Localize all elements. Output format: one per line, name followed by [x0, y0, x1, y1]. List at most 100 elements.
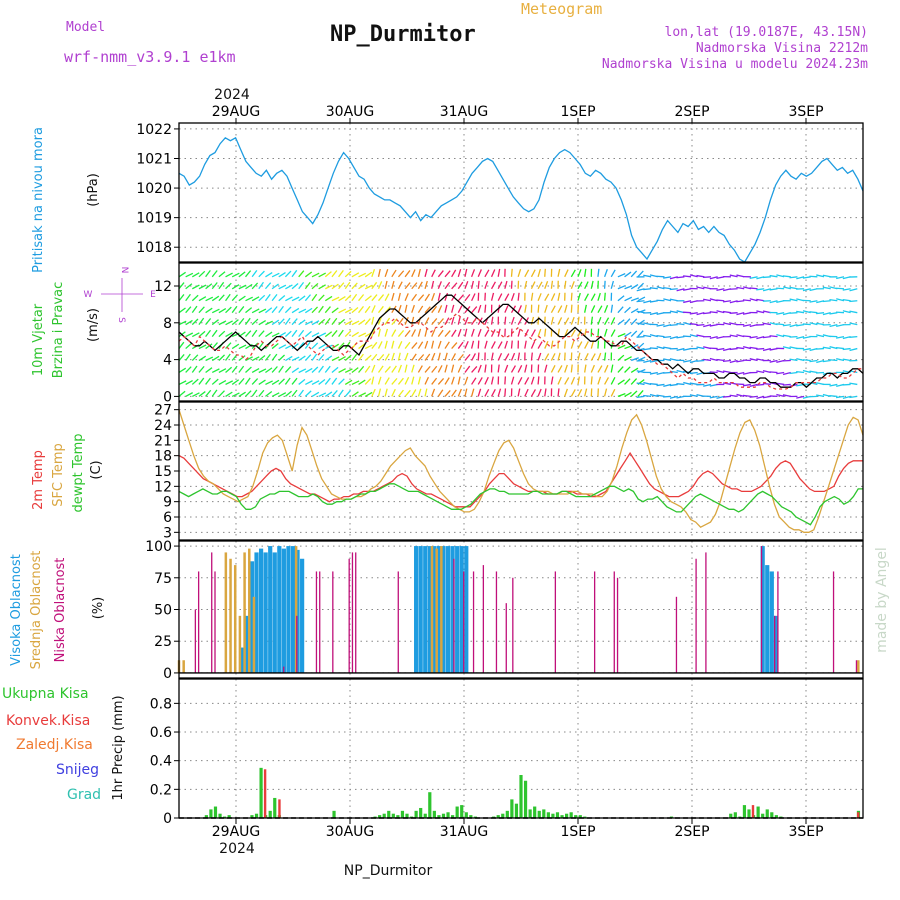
wind-vector: [391, 292, 395, 301]
wind-vector: [298, 270, 305, 278]
cloud-axis-title-a: Visoka Oblacnost: [9, 554, 24, 666]
wind-vector: [709, 276, 718, 280]
wind-vector: [490, 376, 494, 385]
wind-vector: [364, 378, 372, 385]
wind-vector: [185, 319, 193, 326]
wind-vector: [550, 376, 554, 385]
wind-vector: [457, 316, 461, 325]
wind-vector: [318, 272, 327, 278]
wind-vector: [278, 354, 285, 361]
wind-vector: [371, 281, 378, 290]
wind-vector: [610, 364, 614, 373]
wind-vector: [510, 316, 515, 325]
cloud-series-1-bar: [233, 565, 237, 673]
ytick-label-wind-0: 0: [163, 389, 172, 405]
temperature-series-2-line: [178, 483, 863, 526]
wind-vector: [497, 388, 502, 397]
wind-vector: [742, 383, 752, 387]
wind-vector: [617, 344, 626, 350]
wind-vector: [470, 269, 476, 278]
cloud-series-2-bar: [283, 666, 285, 673]
compass-e: E: [150, 290, 156, 300]
wind-vector: [716, 369, 725, 374]
wind-vector: [185, 392, 194, 397]
wind-vector: [358, 332, 367, 338]
wind-vector: [185, 379, 193, 386]
precip-series-0-bar: [473, 816, 477, 818]
wind-vector: [842, 288, 851, 291]
cloud-series-2-bar: [211, 552, 213, 673]
wind-vector: [244, 317, 251, 326]
wind-vector: [457, 388, 462, 397]
wind-vector: [517, 377, 523, 385]
wind-vector: [351, 331, 359, 338]
wind-vector: [822, 346, 831, 350]
wind-vector: [244, 377, 251, 385]
wind-vector: [397, 317, 404, 326]
wind-vector: [464, 316, 469, 325]
wind-vector: [311, 320, 320, 326]
wind-vector: [344, 379, 353, 385]
wind-vector: [756, 310, 765, 314]
wind-vector: [663, 276, 672, 279]
cloud-series-2-bar: [472, 571, 475, 673]
wind-vector: [796, 395, 805, 399]
wind-vector: [849, 382, 858, 386]
wind-vector: [311, 353, 318, 361]
wind-vector: [637, 296, 646, 302]
wind-vector: [338, 329, 344, 337]
cloud-series-0-bar: [414, 546, 419, 673]
wind-vector: [331, 390, 338, 397]
wind-vector: [311, 380, 320, 386]
precip-series-0-bar: [391, 813, 395, 818]
wind-vector: [271, 283, 279, 290]
cloud-series-1-bar: [248, 548, 251, 673]
cloud-series-0-bar: [427, 546, 432, 673]
wind-series-1-line: [178, 312, 863, 390]
wind-vector: [683, 335, 692, 338]
precip-series-0-bar: [382, 813, 386, 818]
wind-vector: [344, 389, 352, 397]
wind-vector: [291, 269, 298, 278]
wind-vector: [451, 304, 455, 313]
wind-vector: [676, 383, 685, 386]
wind-vector: [624, 366, 631, 373]
wind-vector: [577, 269, 582, 278]
wind-vector: [630, 390, 638, 397]
wind-vector: [835, 395, 845, 399]
ytick-label-pressure-2: 1020: [136, 181, 172, 197]
precip-series-0-bar: [414, 810, 418, 818]
wind-vector: [537, 268, 541, 277]
wind-vector: [264, 282, 272, 290]
wind-vector: [769, 371, 778, 374]
wind-vector: [836, 335, 845, 339]
ytick-label-cloud-1: 25: [154, 634, 172, 650]
wind-vector: [278, 295, 286, 302]
wind-vector: [305, 307, 313, 314]
ytick-label-temperature-3: 12: [154, 479, 172, 495]
wind-vector: [291, 282, 299, 290]
wind-vector: [597, 365, 603, 373]
wind-vector: [537, 376, 540, 385]
precip-series-0-bar: [729, 813, 733, 818]
wind-vector: [417, 376, 421, 385]
wind-vector: [643, 300, 652, 304]
wind-vector: [557, 305, 563, 313]
wind-vector: [278, 378, 285, 385]
wind-vector: [530, 316, 535, 325]
cloud-series-0-bar: [769, 571, 774, 673]
wind-vector: [656, 346, 665, 350]
wind-vector: [318, 284, 326, 290]
wind-vector: [431, 280, 435, 289]
precip-series-1-bar: [278, 799, 281, 818]
wind-vector: [604, 364, 609, 373]
wind-vector: [318, 354, 325, 361]
wind-vector: [245, 283, 253, 290]
precip-series-0-bar: [441, 813, 446, 818]
wind-vector: [702, 312, 712, 315]
legend-snow: Snijeg: [56, 762, 99, 778]
wind-vector: [311, 293, 318, 302]
wind-vector: [391, 352, 395, 361]
precip-series-0-bar: [396, 815, 400, 818]
wind-vector: [344, 330, 352, 338]
